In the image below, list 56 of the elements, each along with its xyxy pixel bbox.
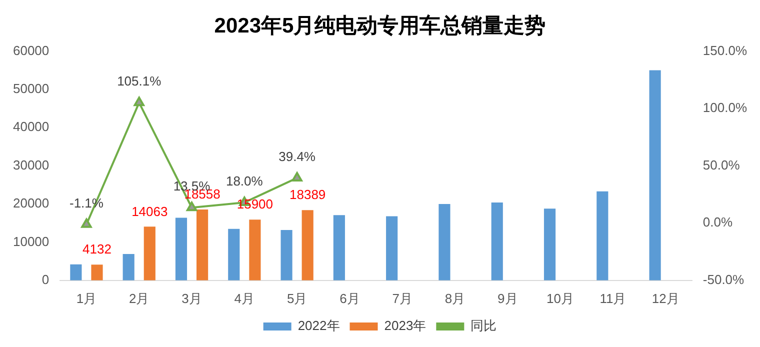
bar xyxy=(302,210,314,280)
y-tick-label: 40000 xyxy=(12,119,50,134)
bar xyxy=(438,204,450,280)
x-tick-label: 3月 xyxy=(182,290,202,306)
bar xyxy=(175,218,188,280)
x-tick-label: 9月 xyxy=(498,290,518,306)
chart-title: 2023年5月纯电动专用车总销量走势 xyxy=(214,13,546,38)
y-tick-label: 20000 xyxy=(12,196,50,211)
bar xyxy=(122,254,134,280)
x-tick-label: 4月 xyxy=(234,290,255,306)
y-tick-label: 10000 xyxy=(12,234,50,249)
y2-tick-label: -50.0% xyxy=(702,272,745,287)
data-label: 15900 xyxy=(236,196,274,212)
data-label: 14063 xyxy=(132,204,168,219)
x-tick-label: 12月 xyxy=(652,290,680,306)
x-tick-label: 2月 xyxy=(129,290,150,306)
y-tick-label: 60000 xyxy=(12,42,50,58)
legend-label: 2022年 xyxy=(298,318,340,334)
y-tick-label: 50000 xyxy=(12,80,50,96)
bar xyxy=(70,264,82,280)
bar xyxy=(144,226,156,280)
legend-label: 同比 xyxy=(470,318,497,334)
x-tick-label: 8月 xyxy=(444,290,466,306)
data-label: 105.1% xyxy=(117,74,162,89)
data-label: 39.4% xyxy=(278,149,316,164)
bar xyxy=(333,215,345,280)
bar xyxy=(649,70,661,280)
x-tick-label: 5月 xyxy=(286,290,308,306)
x-tick-label: 11月 xyxy=(600,290,626,306)
point xyxy=(134,96,144,106)
bar xyxy=(596,191,608,280)
x-tick-label: 7月 xyxy=(392,290,412,306)
data-label: 18.0% xyxy=(226,174,264,189)
data-label: 18389 xyxy=(290,187,326,202)
bar xyxy=(280,230,292,280)
point xyxy=(292,172,302,182)
point xyxy=(81,218,92,228)
bar xyxy=(91,264,103,280)
bar xyxy=(491,202,503,280)
bar xyxy=(228,228,240,280)
y2-tick-label: 150.0% xyxy=(702,42,748,58)
legend-label: 2023年 xyxy=(384,318,426,334)
y-tick-label: 30000 xyxy=(12,157,50,172)
y2-tick-label: 50.0% xyxy=(702,157,740,172)
bar xyxy=(196,210,208,280)
x-tick-label: 6月 xyxy=(340,290,360,306)
x-tick-label: 10月 xyxy=(546,290,574,306)
data-label: 4132 xyxy=(82,242,112,257)
bar xyxy=(249,220,261,280)
y-tick-label: 0 xyxy=(42,272,50,287)
point xyxy=(186,202,198,212)
bar xyxy=(544,208,556,280)
y2-tick-label: 100.0% xyxy=(702,100,748,116)
x-tick-label: 1月 xyxy=(76,290,97,306)
bar xyxy=(386,216,398,280)
y2-tick-label: 0.0% xyxy=(702,214,733,230)
